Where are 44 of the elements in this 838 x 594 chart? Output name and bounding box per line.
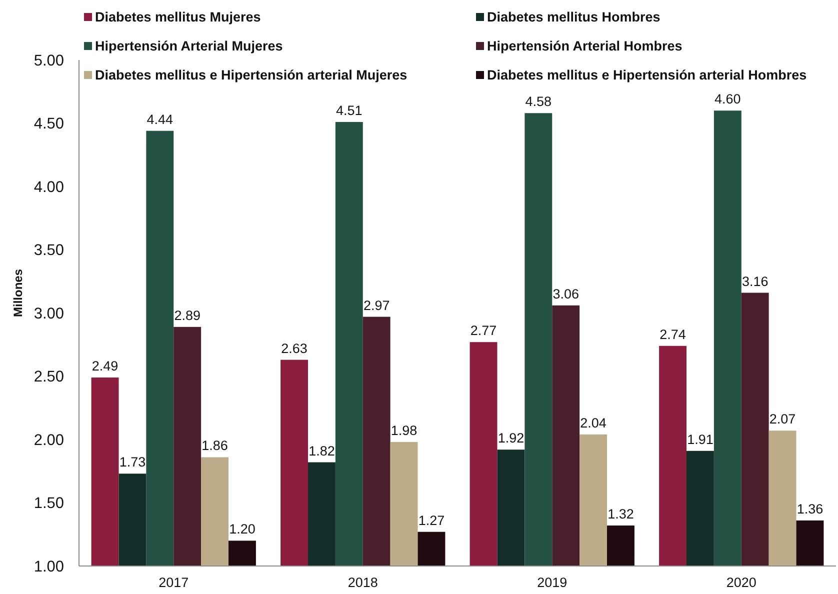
data-label: 1.27 xyxy=(418,512,445,528)
data-label: 2.63 xyxy=(281,340,308,356)
data-label: 2.49 xyxy=(92,358,118,374)
data-label: 1.32 xyxy=(608,506,634,522)
y-tick-label: 2.00 xyxy=(34,432,64,449)
data-label: 1.73 xyxy=(119,454,146,470)
data-label: 4.58 xyxy=(525,94,552,110)
y-tick-label: 4.00 xyxy=(34,178,64,196)
y-tick-label: 5.00 xyxy=(34,52,64,70)
y-tick-label: 1.00 xyxy=(34,558,64,576)
data-label: 1.98 xyxy=(390,423,418,438)
y-tick-label: 4.50 xyxy=(34,116,64,133)
data-label: 1.82 xyxy=(308,443,335,458)
legend-label: Diabetes mellitus Mujeres xyxy=(95,10,261,25)
data-label: 4.44 xyxy=(146,112,174,127)
data-label: 1.91 xyxy=(687,432,714,447)
data-label: 1.86 xyxy=(202,438,228,454)
x-tick-label: 2018 xyxy=(348,575,378,590)
x-tick-label: 2019 xyxy=(537,575,568,590)
data-label: 1.20 xyxy=(229,522,256,537)
data-label: 1.92 xyxy=(498,430,524,446)
x-tick-label: 2017 xyxy=(158,575,189,590)
y-tick-label: 3.00 xyxy=(34,305,64,322)
legend-label: Diabetes mellitus e Hipertensión arterial Mujeres xyxy=(95,68,408,83)
y-tick-label: 3.50 xyxy=(34,242,64,260)
data-label: 2.04 xyxy=(580,415,607,430)
y-tick-label: 2.50 xyxy=(34,368,64,386)
legend-label: Diabetes mellitus e Hipertensión arterial Hombres xyxy=(487,68,807,83)
y-axis-title: Millones xyxy=(11,268,25,318)
data-label: 4.60 xyxy=(714,92,741,107)
data-label: 2.74 xyxy=(660,326,686,342)
legend-label: Diabetes mellitus Hombres xyxy=(487,10,660,25)
data-label: 3.06 xyxy=(552,286,579,302)
data-label: 1.36 xyxy=(796,501,824,516)
data-label: 2.07 xyxy=(769,412,796,427)
data-label: 2.97 xyxy=(363,298,390,313)
data-label: 3.16 xyxy=(742,274,768,289)
data-label: 2.89 xyxy=(174,308,200,323)
x-tick-label: 2020 xyxy=(726,575,756,590)
legend-label: Hipertensión Arterial Mujeres xyxy=(95,38,283,54)
data-label: 4.51 xyxy=(336,102,362,118)
data-label: 2.77 xyxy=(470,323,497,338)
y-tick-label: 1.50 xyxy=(34,495,64,512)
legend-label: Hipertensión Arterial Hombres xyxy=(487,38,682,54)
